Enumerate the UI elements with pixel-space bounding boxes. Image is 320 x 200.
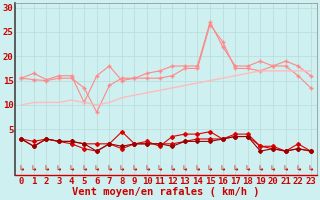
Text: ↳: ↳ [119,165,125,174]
Text: ↳: ↳ [194,165,201,174]
Text: ↳: ↳ [18,165,24,174]
Text: ↳: ↳ [93,165,100,174]
Text: ↳: ↳ [156,165,163,174]
Text: ↳: ↳ [131,165,138,174]
Text: ↳: ↳ [31,165,37,174]
Text: ↳: ↳ [56,165,62,174]
Text: ↳: ↳ [81,165,87,174]
Text: ↳: ↳ [270,165,276,174]
X-axis label: Vent moyen/en rafales ( km/h ): Vent moyen/en rafales ( km/h ) [72,187,260,197]
Text: ↳: ↳ [232,165,238,174]
Text: ↳: ↳ [169,165,175,174]
Text: ↳: ↳ [220,165,226,174]
Text: ↳: ↳ [106,165,113,174]
Text: ↳: ↳ [68,165,75,174]
Text: ↳: ↳ [144,165,150,174]
Text: ↳: ↳ [182,165,188,174]
Text: ↳: ↳ [308,165,314,174]
Text: ↳: ↳ [244,165,251,174]
Text: ↳: ↳ [282,165,289,174]
Text: ↳: ↳ [295,165,301,174]
Text: ↳: ↳ [257,165,264,174]
Text: ↳: ↳ [207,165,213,174]
Text: ↳: ↳ [43,165,50,174]
